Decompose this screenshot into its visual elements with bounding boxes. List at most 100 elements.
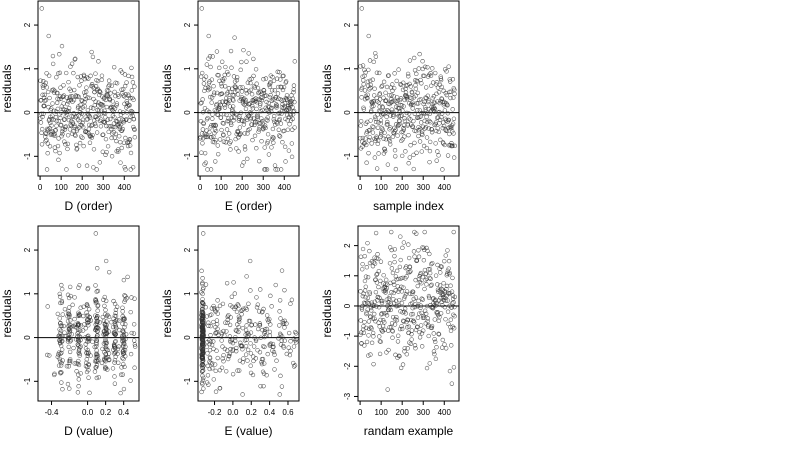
data-point bbox=[244, 323, 249, 328]
data-point bbox=[381, 79, 387, 85]
data-point bbox=[214, 318, 220, 323]
data-point bbox=[270, 134, 275, 140]
data-point bbox=[129, 65, 134, 71]
data-point bbox=[377, 351, 383, 357]
data-point bbox=[413, 346, 418, 351]
data-point bbox=[409, 328, 415, 333]
data-point bbox=[358, 332, 363, 338]
data-point bbox=[70, 302, 75, 308]
data-point bbox=[200, 300, 205, 305]
data-point bbox=[292, 125, 297, 130]
data-point bbox=[431, 94, 437, 99]
data-point bbox=[252, 85, 257, 90]
data-point bbox=[92, 369, 98, 374]
data-point bbox=[103, 366, 108, 372]
data-point bbox=[219, 91, 225, 96]
data-point bbox=[43, 138, 48, 144]
data-point bbox=[272, 88, 277, 93]
data-point bbox=[401, 104, 406, 109]
data-point bbox=[422, 229, 427, 235]
data-point bbox=[239, 312, 244, 317]
data-point bbox=[234, 77, 240, 83]
data-point bbox=[132, 296, 137, 301]
data-point bbox=[240, 98, 245, 104]
data-point bbox=[436, 331, 441, 336]
data-point bbox=[402, 97, 407, 103]
data-point bbox=[369, 326, 374, 331]
data-point bbox=[445, 111, 451, 116]
data-point bbox=[416, 298, 421, 304]
data-point bbox=[384, 350, 389, 355]
data-point bbox=[377, 334, 382, 339]
data-point bbox=[90, 132, 95, 138]
data-point bbox=[408, 84, 413, 89]
data-point bbox=[422, 267, 428, 273]
data-point bbox=[416, 133, 421, 139]
data-point bbox=[94, 343, 99, 349]
data-point bbox=[103, 258, 109, 264]
data-point bbox=[381, 136, 386, 141]
data-point bbox=[46, 104, 51, 110]
data-point bbox=[255, 326, 261, 332]
data-point bbox=[404, 110, 409, 116]
data-point bbox=[415, 315, 421, 320]
x-tick-label: 0.0 bbox=[82, 408, 94, 417]
data-point bbox=[54, 75, 59, 80]
data-point bbox=[400, 362, 406, 367]
data-point bbox=[391, 279, 396, 285]
data-point bbox=[122, 165, 127, 170]
data-point bbox=[221, 133, 226, 138]
data-point bbox=[198, 134, 203, 140]
data-point bbox=[398, 234, 403, 239]
data-point bbox=[403, 90, 409, 95]
data-point bbox=[235, 92, 241, 97]
data-point bbox=[100, 103, 105, 108]
data-point bbox=[292, 59, 297, 64]
x-tick-label: 200 bbox=[396, 183, 410, 192]
data-point bbox=[440, 337, 445, 343]
data-point bbox=[255, 112, 260, 118]
data-point bbox=[276, 127, 281, 132]
data-point bbox=[103, 115, 108, 120]
data-point bbox=[90, 339, 95, 344]
x-tick-label: 100 bbox=[374, 408, 388, 417]
data-point bbox=[278, 77, 283, 82]
data-point bbox=[370, 330, 376, 336]
data-point bbox=[251, 358, 256, 364]
data-point bbox=[70, 131, 75, 136]
data-point bbox=[242, 131, 247, 136]
data-point bbox=[71, 97, 77, 103]
data-point bbox=[425, 316, 431, 321]
data-point bbox=[361, 78, 366, 83]
data-point bbox=[52, 372, 57, 378]
data-point bbox=[120, 321, 125, 326]
data-point bbox=[368, 82, 374, 88]
data-point bbox=[386, 137, 392, 142]
data-point bbox=[98, 90, 103, 95]
data-point bbox=[236, 324, 241, 330]
data-point bbox=[358, 318, 363, 323]
data-point bbox=[91, 147, 97, 152]
data-point bbox=[285, 127, 291, 132]
data-point bbox=[209, 342, 215, 348]
data-point bbox=[120, 305, 125, 310]
data-point bbox=[263, 333, 269, 338]
data-point bbox=[76, 348, 82, 353]
data-point bbox=[201, 322, 206, 328]
data-point bbox=[292, 99, 297, 105]
data-point bbox=[388, 142, 393, 147]
data-point bbox=[363, 284, 368, 289]
data-point bbox=[96, 59, 101, 64]
x-tick-label: 0.4 bbox=[118, 408, 130, 417]
data-point bbox=[66, 344, 71, 350]
data-point bbox=[234, 146, 239, 151]
data-point bbox=[58, 122, 64, 128]
data-point bbox=[246, 333, 251, 338]
data-point bbox=[362, 253, 367, 259]
data-point bbox=[414, 101, 420, 106]
data-point bbox=[405, 346, 410, 351]
data-point bbox=[94, 348, 99, 353]
data-point bbox=[277, 134, 283, 139]
data-point bbox=[276, 111, 281, 116]
